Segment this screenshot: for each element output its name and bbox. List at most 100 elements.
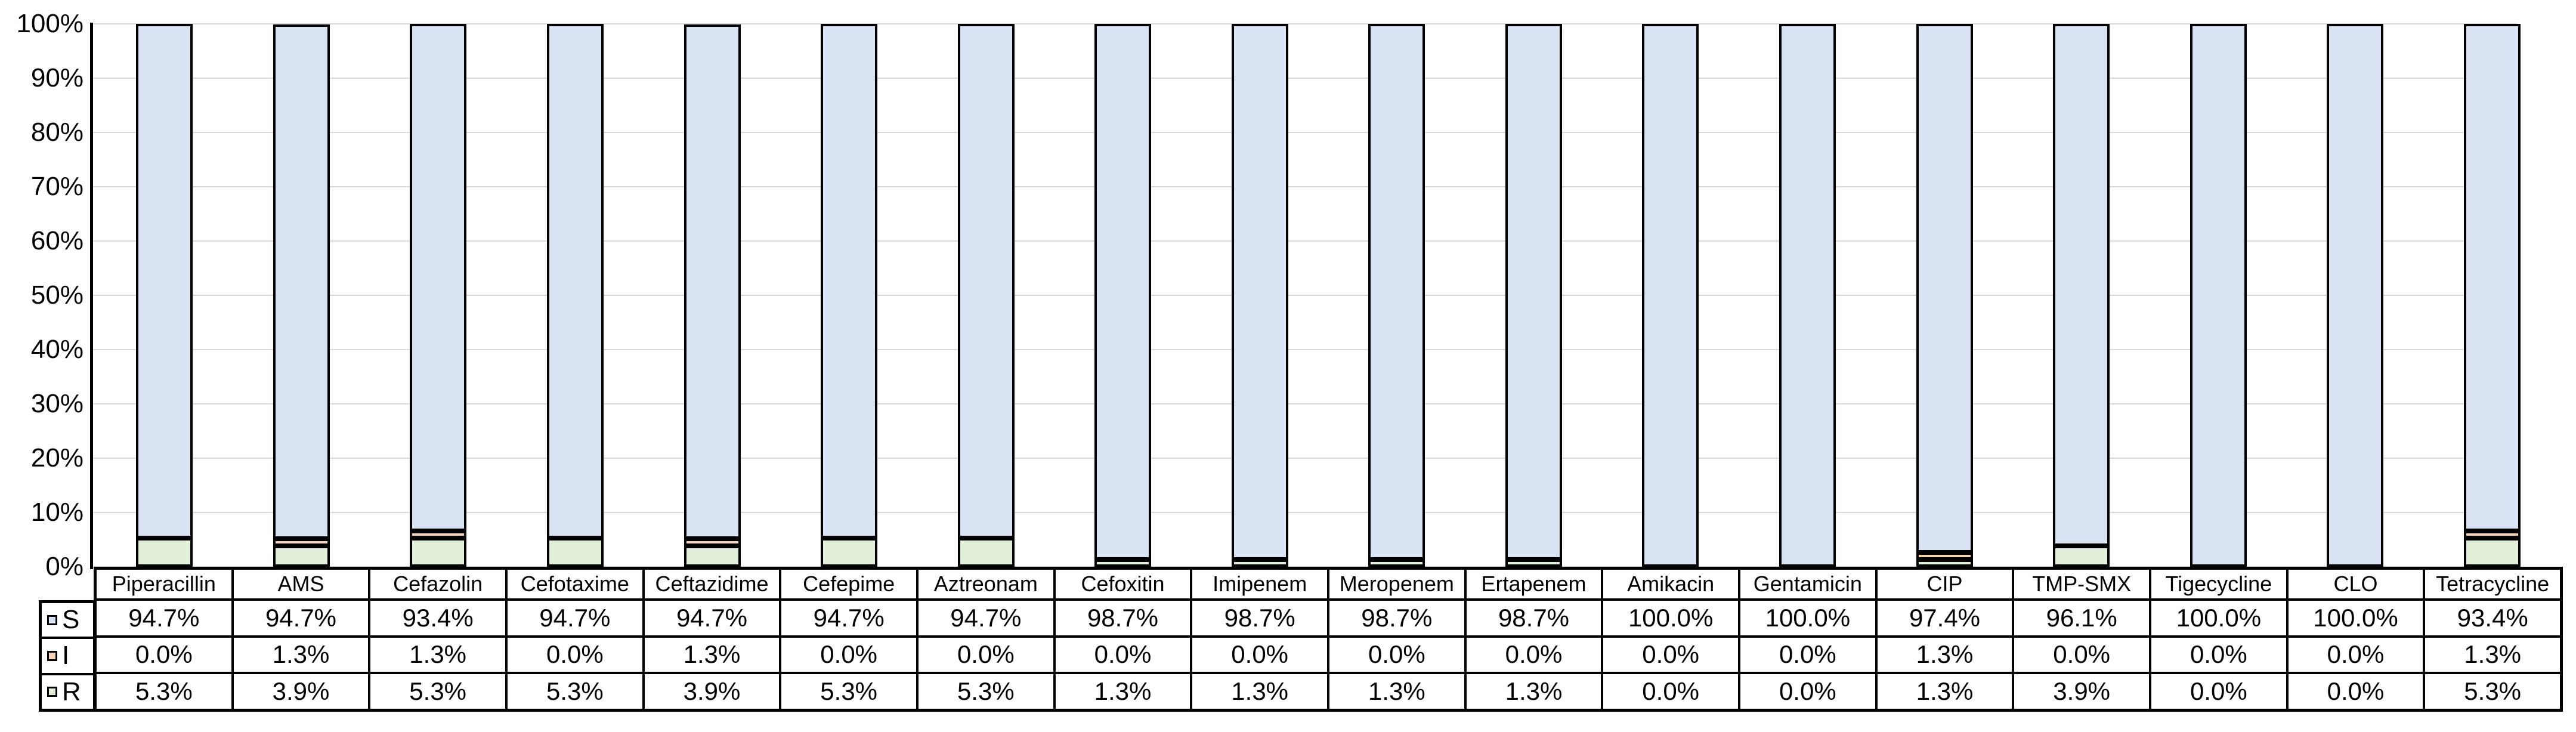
value-cell-s-amikacin: 100.0%	[1602, 600, 1739, 637]
value-cell-r-gentamicin: 0.0%	[1739, 673, 1876, 710]
y-axis-tick-label: 40%	[30, 335, 84, 364]
bar-ertapenem	[1505, 24, 1562, 567]
series-label-r: R	[62, 677, 81, 706]
bar-segment-s-cip	[1916, 24, 1973, 553]
legend-key-r: R	[41, 674, 94, 710]
y-axis-tick-label: 0%	[45, 552, 84, 581]
value-cell-i-imipenem: 0.0%	[1191, 636, 1328, 674]
value-cell-s-ertapenem: 98.7%	[1465, 600, 1603, 637]
bar-slot-cip	[1876, 24, 2013, 567]
bars-layer	[96, 24, 2560, 567]
bar-cefepime	[821, 24, 878, 567]
legend-key-i: I	[41, 638, 94, 674]
value-cell-r-cefotaxime: 5.3%	[506, 673, 644, 710]
category-header-tetracycline: Tetracycline	[2424, 569, 2561, 600]
gridline	[93, 403, 2517, 404]
category-header-tmp-smx: TMP-SMX	[2013, 569, 2150, 600]
category-header-clo: CLO	[2287, 569, 2425, 600]
y-axis-tick-label: 100%	[16, 9, 84, 38]
value-cell-i-cefotaxime: 0.0%	[506, 636, 644, 674]
bar-cip	[1916, 24, 1973, 567]
y-axis-tick-label: 90%	[30, 63, 84, 92]
value-cell-i-amikacin: 0.0%	[1602, 636, 1739, 674]
bar-slot-meropenem	[1328, 24, 1465, 567]
bar-segment-r-cefepime	[821, 538, 878, 567]
bar-slot-imipenem	[1192, 24, 1329, 567]
bar-segment-s-cefazolin	[410, 24, 467, 531]
bar-segment-i-ceftazidime	[684, 538, 741, 546]
bar-segment-s-cefoxitin	[1094, 24, 1152, 560]
value-cell-i-clo: 0.0%	[2287, 636, 2425, 674]
value-cell-s-piperacillin: 94.7%	[95, 600, 233, 637]
bar-segment-r-aztreonam	[957, 538, 1015, 567]
bar-tigecycline	[2190, 24, 2247, 567]
bar-meropenem	[1368, 24, 1425, 567]
bar-slot-aztreonam	[917, 24, 1054, 567]
category-header-cefotaxime: Cefotaxime	[506, 569, 644, 600]
value-cell-r-ams: 3.9%	[232, 673, 370, 710]
value-cell-s-aztreonam: 94.7%	[917, 600, 1054, 637]
bar-segment-r-ertapenem	[1505, 560, 1562, 567]
value-cell-r-cefazolin: 5.3%	[369, 673, 506, 710]
category-header-imipenem: Imipenem	[1191, 569, 1328, 600]
y-axis-tick-label: 80%	[30, 118, 84, 147]
value-cell-s-imipenem: 98.7%	[1191, 600, 1328, 637]
value-cell-i-cefepime: 0.0%	[780, 636, 917, 674]
value-cell-s-gentamicin: 100.0%	[1739, 600, 1876, 637]
value-cell-s-tetracycline: 93.4%	[2424, 600, 2561, 637]
value-cell-s-clo: 100.0%	[2287, 600, 2425, 637]
category-header-piperacillin: Piperacillin	[95, 569, 233, 600]
series-label-s: S	[62, 605, 80, 635]
legend-swatch-i	[47, 650, 57, 661]
value-cell-i-ertapenem: 0.0%	[1465, 636, 1603, 674]
value-cell-i-cip: 1.3%	[1876, 636, 2014, 674]
bar-segment-s-piperacillin	[136, 24, 193, 538]
category-header-aztreonam: Aztreonam	[917, 569, 1054, 600]
bar-segment-s-ceftazidime	[684, 24, 741, 539]
y-axis-tick-label: 20%	[30, 443, 84, 472]
value-cell-r-cip: 1.3%	[1876, 673, 2014, 710]
gridline	[93, 512, 2517, 513]
category-header-cefepime: Cefepime	[780, 569, 917, 600]
bar-slot-gentamicin	[1739, 24, 1876, 567]
category-header-ertapenem: Ertapenem	[1465, 569, 1603, 600]
category-header-cefazolin: Cefazolin	[369, 569, 506, 600]
bar-slot-cefepime	[781, 24, 918, 567]
bar-slot-tetracycline	[2424, 24, 2561, 567]
y-axis: 0% 10% 20% 30% 40% 50% 60% 70% 80% 90% 100%	[0, 11, 84, 580]
bar-segment-r-meropenem	[1368, 560, 1425, 567]
bar-slot-piperacillin	[96, 24, 233, 567]
value-cell-i-ams: 1.3%	[232, 636, 370, 674]
bar-segment-r-piperacillin	[136, 538, 193, 567]
legend-swatch-s	[47, 614, 57, 625]
bar-cefazolin	[410, 24, 467, 567]
value-cell-s-cefazolin: 93.4%	[369, 600, 506, 637]
value-cell-s-cefoxitin: 98.7%	[1054, 600, 1192, 637]
bar-segment-s-cefotaxime	[546, 24, 604, 538]
bar-gentamicin	[1779, 24, 1836, 567]
value-cell-i-cefoxitin: 0.0%	[1054, 636, 1192, 674]
value-cell-s-cefotaxime: 94.7%	[506, 600, 644, 637]
value-cell-s-cefepime: 94.7%	[780, 600, 917, 637]
value-cell-s-cip: 97.4%	[1876, 600, 2014, 637]
bar-aztreonam	[957, 24, 1015, 567]
category-header-ceftazidime: Ceftazidime	[643, 569, 781, 600]
value-cell-r-tetracycline: 5.3%	[2424, 673, 2561, 710]
bar-amikacin	[1642, 24, 1699, 567]
bar-segment-r-imipenem	[1231, 560, 1288, 567]
data-table: Piperacillin AMS Cefazolin Cefotaxime Ceftaz…	[94, 567, 2563, 712]
y-axis-tick-label: 30%	[30, 389, 84, 418]
gridline	[93, 78, 2517, 79]
value-cell-i-aztreonam: 0.0%	[917, 636, 1054, 674]
y-axis-tick-label: 60%	[30, 226, 84, 255]
bar-tmp-smx	[2053, 24, 2110, 567]
bar-segment-r-tetracycline	[2463, 538, 2521, 567]
category-header-amikacin: Amikacin	[1602, 569, 1739, 600]
y-axis-tick-label: 70%	[30, 172, 84, 201]
bar-segment-s-tmp-smx	[2053, 24, 2110, 546]
bar-slot-cefotaxime	[507, 24, 644, 567]
value-cell-i-gentamicin: 0.0%	[1739, 636, 1876, 674]
bar-segment-i-cip	[1916, 552, 1973, 560]
value-cell-i-piperacillin: 0.0%	[95, 636, 233, 674]
